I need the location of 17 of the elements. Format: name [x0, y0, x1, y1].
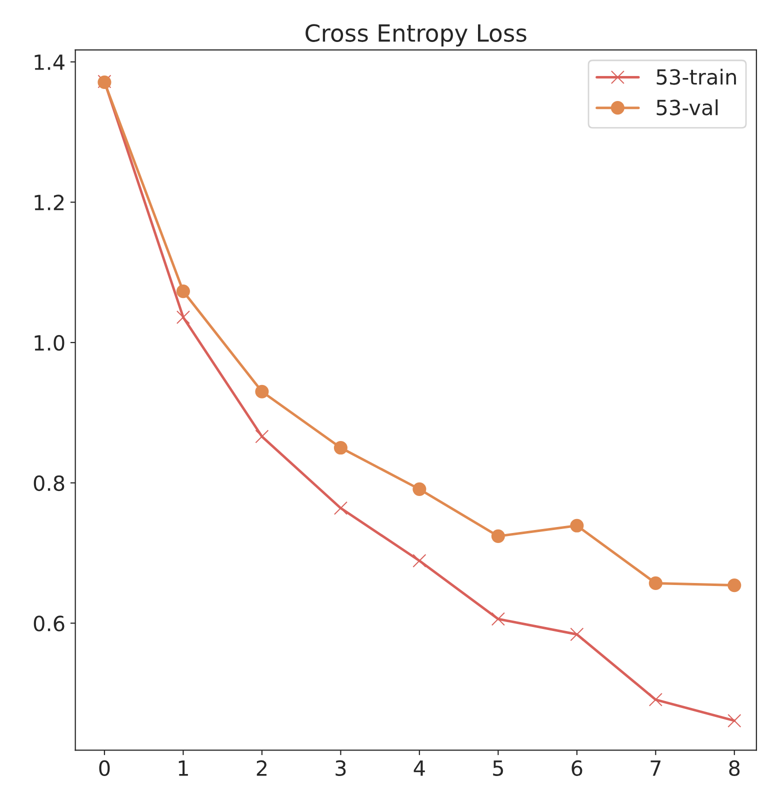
y-tick-label: 1.0: [34, 334, 64, 351]
x-tick-label: 3: [336, 760, 346, 776]
x-tick-label: 0: [99, 760, 110, 776]
y-tick-label: 0.6: [34, 616, 64, 632]
legend-label: 53-val: [656, 99, 718, 116]
y-tick-label: 0.8: [34, 475, 64, 492]
y-tick-label: 1.4: [34, 54, 64, 70]
y-tick-label: 1.2: [34, 194, 64, 210]
x-tick-label: 6: [572, 760, 582, 776]
x-tick-label: 4: [414, 760, 425, 776]
x-tick-label: 7: [650, 760, 660, 776]
x-tick-label: 5: [493, 760, 503, 776]
x-tick-label: 1: [178, 760, 188, 776]
chart-title: Cross Entropy Loss: [306, 24, 526, 47]
x-tick-label: 8: [729, 760, 740, 776]
legend-label: 53-train: [656, 68, 736, 85]
x-tick-label: 2: [256, 760, 266, 776]
